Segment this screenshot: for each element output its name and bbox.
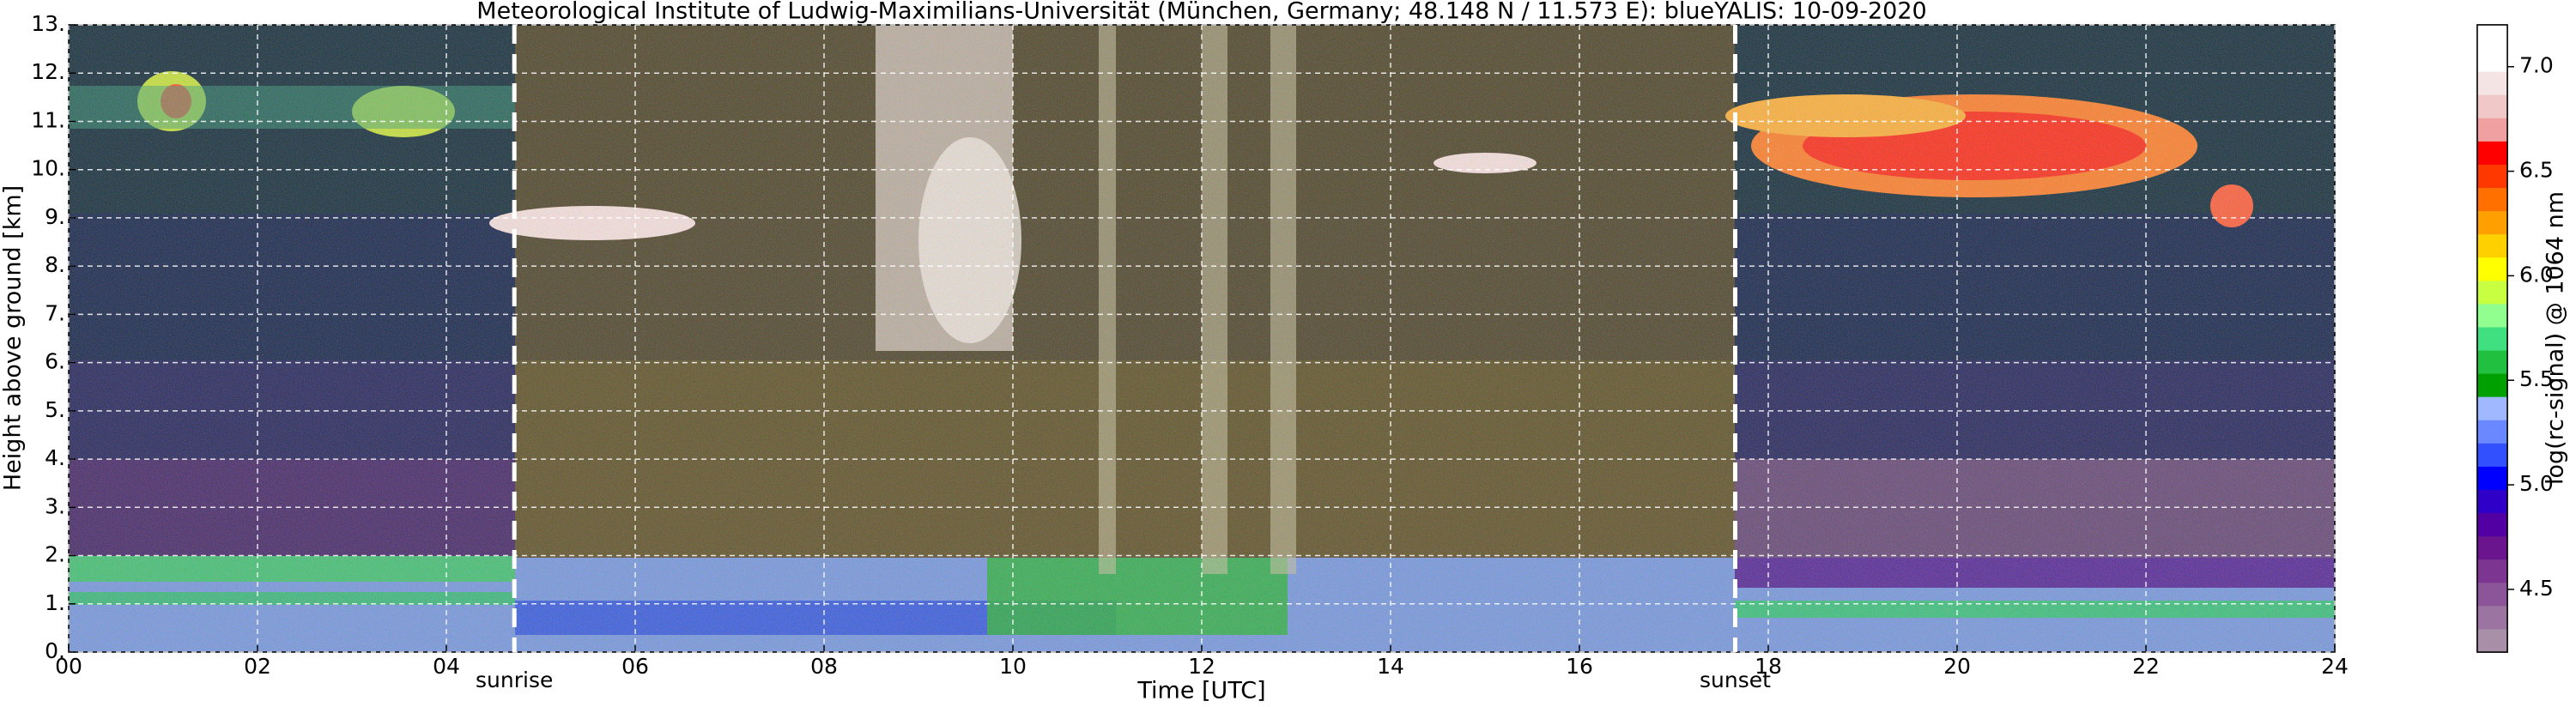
x-tick-label: 08 <box>810 654 838 679</box>
colorbar-tick-label: 5.0 <box>2519 471 2554 496</box>
colorbar-tick-label: 6.5 <box>2519 158 2554 183</box>
y-tick-label: 10. <box>31 156 65 181</box>
colorbar-outline <box>2476 24 2508 653</box>
y-tick-label: 2. <box>45 542 65 567</box>
y-tick-label: 9. <box>45 204 65 229</box>
colorbar-step <box>2477 71 2507 95</box>
x-tick-label: 12 <box>1188 654 1215 679</box>
y-tick-label: 0. <box>45 638 65 663</box>
colorbar-label: log(rc-signal) @ 1064 nm <box>2543 191 2569 485</box>
x-tick-label: 20 <box>1943 654 1971 679</box>
y-tick-label: 5. <box>45 397 65 422</box>
x-tick-label: 02 <box>244 654 271 679</box>
x-tick-label: 24 <box>2321 654 2349 679</box>
colorbar-step <box>2477 535 2507 560</box>
colorbar-step <box>2477 628 2507 653</box>
x-tick-label: 06 <box>621 654 649 679</box>
colorbar-tick-label: 4.5 <box>2519 576 2554 601</box>
colorbar-step <box>2477 303 2507 328</box>
colorbar-step <box>2477 605 2507 630</box>
annotation-label: sunrise <box>476 668 553 692</box>
y-tick-label: 3. <box>45 493 65 518</box>
x-tick-label: 14 <box>1377 654 1404 679</box>
colorbar-step <box>2477 559 2507 583</box>
x-tick-label: 04 <box>433 654 460 679</box>
colorbar-step <box>2477 326 2507 351</box>
colorbar-tick-label: 6.0 <box>2519 262 2554 287</box>
x-tick-label: 22 <box>2132 654 2160 679</box>
colorbar-step <box>2477 582 2507 607</box>
y-tick-label: 6. <box>45 349 65 374</box>
x-tick-label: 16 <box>1566 654 1593 679</box>
colorbar-step <box>2477 141 2507 165</box>
x-tick-label: 00 <box>55 654 82 679</box>
colorbar-tick-label: 7.0 <box>2519 53 2554 78</box>
colorbar-step <box>2477 420 2507 444</box>
colorbar-step <box>2477 233 2507 258</box>
colorbar-step <box>2477 257 2507 281</box>
colorbar-step <box>2477 164 2507 189</box>
y-tick-label: 4. <box>45 445 65 470</box>
x-tick-label: 10 <box>999 654 1027 679</box>
colorbar-step <box>2477 373 2507 397</box>
colorbar-step <box>2477 350 2507 374</box>
y-tick-label: 1. <box>45 590 65 615</box>
y-tick-label: 13. <box>31 11 65 36</box>
colorbar-step <box>2477 443 2507 467</box>
colorbar-step <box>2477 48 2507 72</box>
annotation-label: sunset <box>1700 668 1771 692</box>
colorbar-tick-label: 5.5 <box>2519 366 2554 391</box>
colorbar-step <box>2477 210 2507 235</box>
y-axis-label: Height above ground [km] <box>0 185 27 491</box>
colorbar-step <box>2477 466 2507 490</box>
colorbar-step <box>2477 187 2507 212</box>
chart-title: Meteorological Institute of Ludwig-Maxim… <box>476 0 1926 25</box>
y-tick-label: 11. <box>31 107 65 132</box>
colorbar-step <box>2477 94 2507 118</box>
x-tick-label: 18 <box>1755 654 1782 679</box>
y-tick-label: 8. <box>45 252 65 277</box>
y-tick-label: 12. <box>31 59 65 84</box>
colorbar-step <box>2477 280 2507 305</box>
x-axis-label: Time [UTC] <box>1136 678 1265 704</box>
colorbar-step <box>2477 396 2507 420</box>
colorbar-step <box>2477 512 2507 537</box>
colorbar-step <box>2477 489 2507 514</box>
y-tick-label: 7. <box>45 300 65 325</box>
colorbar-step <box>2477 118 2507 142</box>
colorbar-step <box>2477 25 2507 49</box>
